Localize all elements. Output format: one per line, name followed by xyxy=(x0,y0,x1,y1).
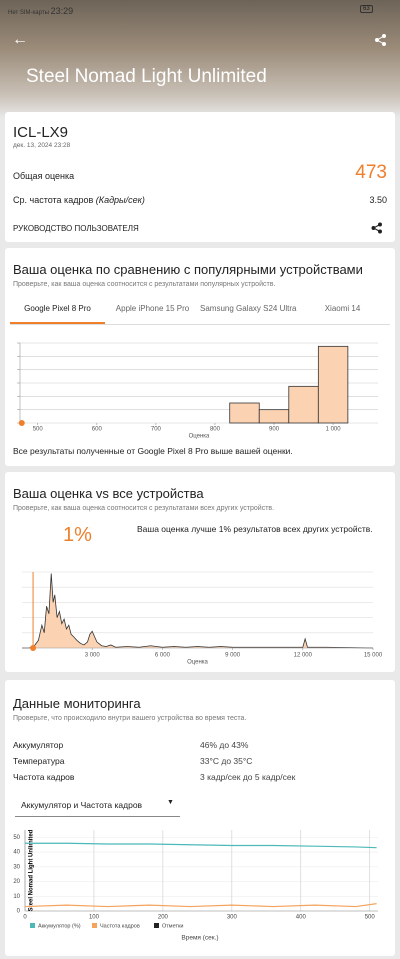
score-label: Общая оценка xyxy=(13,171,75,181)
y-axis-label: Steel Nomad Light Unlimited xyxy=(29,829,35,911)
carrier: Нет SIM-карты xyxy=(8,10,49,16)
percentile: 1% xyxy=(63,524,92,546)
x-axis-label: Оценка xyxy=(187,660,208,666)
line xyxy=(22,573,374,649)
section-title: Данные мониторинга xyxy=(13,696,141,711)
score: 473 xyxy=(355,162,387,183)
status-carrier: Нет SIM-карты 23:29 xyxy=(8,6,73,16)
back-button[interactable]: ← xyxy=(12,31,28,48)
x-tick-label: 700 xyxy=(151,427,162,433)
dropdown-label: Аккумулятор и Частота кадров xyxy=(21,800,143,810)
header-banner xyxy=(0,0,400,118)
y-tick-label: 50 xyxy=(13,835,20,841)
x-tick-label: 200 xyxy=(158,915,169,921)
fps-label-text: Ср. частота кадров xyxy=(13,195,94,205)
x-tick-label: 800 xyxy=(210,427,221,433)
date: дек. 13, 2024 23:28 xyxy=(13,142,71,149)
section-subtitle: Проверьте, как ваша оценка соотносится с… xyxy=(13,505,275,512)
dropdown[interactable]: Аккумулятор и Частота кадров ▼ xyxy=(15,792,180,817)
bar xyxy=(288,385,319,424)
battery: 63 xyxy=(360,5,373,13)
header-title: Steel Nomad Light Unlimited xyxy=(26,66,267,87)
row-value: 33°C до 35°C xyxy=(200,756,253,766)
x-tick-label: 600 xyxy=(92,427,103,433)
x-tick-label: 400 xyxy=(296,915,307,921)
fps-unit: (Кадры/сек) xyxy=(95,195,145,205)
section-subtitle: Проверьте, что происходило внутри вашего… xyxy=(13,715,247,722)
tab[interactable]: Samsung Galaxy S24 Ultra xyxy=(200,304,297,313)
y-tick-label: 20 xyxy=(13,879,20,885)
x-tick-label: 1 000 xyxy=(326,427,342,433)
section-title: Ваша оценка vs все устройства xyxy=(13,486,204,501)
x-tick-label: 900 xyxy=(269,427,280,433)
fps-label: Ср. частота кадров (Кадры/сек) xyxy=(13,195,145,205)
y-tick-label: 30 xyxy=(13,864,20,870)
time: 23:29 xyxy=(50,6,74,16)
share-button[interactable] xyxy=(374,33,388,47)
device: ICL-LX9 xyxy=(13,124,69,141)
row-value: 3 кадр/сек до 5 кадр/сек xyxy=(200,772,296,782)
score-marker xyxy=(30,645,37,651)
y-tick-label: 40 xyxy=(13,850,20,856)
area xyxy=(22,573,373,648)
tab[interactable]: Google Pixel 8 Pro xyxy=(10,298,105,324)
x-tick-label: 100 xyxy=(89,915,100,921)
x-tick-label: 9 000 xyxy=(225,653,241,659)
x-tick-label: 500 xyxy=(365,915,376,921)
y-tick-label: 0 xyxy=(17,909,21,915)
x-tick-label: 500 xyxy=(33,427,44,433)
legend-label: Отметки xyxy=(162,923,183,929)
legend-swatch xyxy=(154,923,159,928)
tab[interactable]: Apple iPhone 15 Pro xyxy=(115,304,190,313)
legend-swatch xyxy=(92,923,97,928)
comparison-chart: 500 600 700 800 900 1 000 Оценка xyxy=(17,342,378,440)
monitoring-card: Данные мониторинга Проверьте, что происх… xyxy=(5,680,395,956)
bar xyxy=(258,409,290,424)
share-icon[interactable] xyxy=(371,222,383,234)
legend-label: Аккумулятор (%) xyxy=(38,923,81,929)
x-tick-label: 15 000 xyxy=(364,653,383,659)
tab[interactable]: Xiaomi 14 xyxy=(324,304,361,313)
row-value: 46% до 43% xyxy=(200,740,249,750)
distribution-chart: 3 000 6 000 9 000 12 000 15 000 Оценка xyxy=(22,571,383,666)
row-label: Частота кадров xyxy=(13,772,75,782)
bar xyxy=(229,402,260,424)
fps: 3.50 xyxy=(369,195,387,205)
result-card: ICL-LX9 дек. 13, 2024 23:28 Общая оценка… xyxy=(5,112,395,242)
score-marker xyxy=(18,420,25,426)
row-label: Температура xyxy=(13,756,65,766)
comparison-note: Все результаты полученные от Google Pixe… xyxy=(13,446,293,456)
x-tick-label: 12 000 xyxy=(294,653,313,659)
x-axis-label: Оценка xyxy=(189,434,210,440)
x-tick-label: 0 xyxy=(23,915,27,921)
guide-link[interactable]: РУКОВОДСТВО ПОЛЬЗОВАТЕЛЯ xyxy=(13,224,139,233)
x-tick-label: 3 000 xyxy=(85,653,101,659)
x-tick-label: 6 000 xyxy=(155,653,171,659)
y-tick-label: 10 xyxy=(13,894,20,900)
legend-label: Частота кадров xyxy=(100,923,140,929)
legend-swatch xyxy=(30,923,35,928)
series-line xyxy=(25,842,377,849)
section-subtitle: Проверьте, как ваша оценка соотносится с… xyxy=(13,281,276,288)
percentile-text: Ваша оценка лучше 1% результатов всех др… xyxy=(137,524,373,534)
series-line xyxy=(24,903,377,908)
section-title: Ваша оценка по сравнению с популярными у… xyxy=(13,262,363,277)
row-label: Аккумулятор xyxy=(13,740,64,750)
x-axis-label: Время (сек.) xyxy=(181,935,218,942)
x-tick-label: 300 xyxy=(227,915,238,921)
tabs: Google Pixel 8 Pro Apple iPhone 15 Pro Sam… xyxy=(10,298,390,325)
bar xyxy=(317,345,349,424)
